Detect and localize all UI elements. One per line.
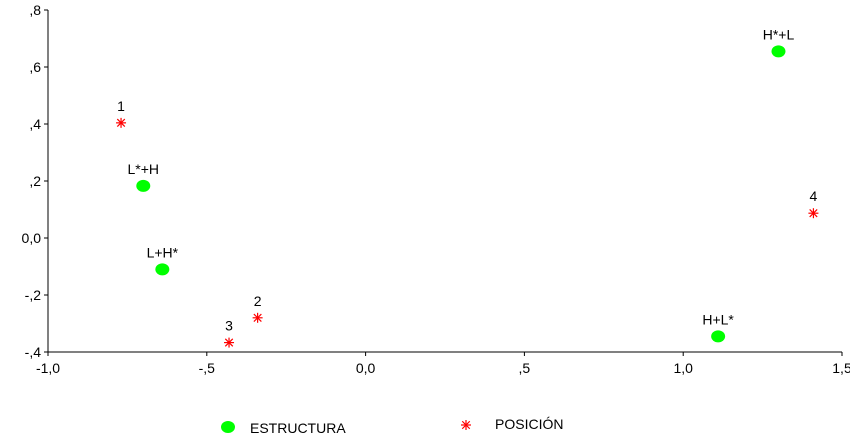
posicion-point <box>116 117 127 128</box>
y-tick-label: ,6 <box>29 59 41 75</box>
data-points: H*+L L*+H L+H* H+L* 1 2 3 4 <box>116 26 819 348</box>
x-tick-label: -,5 <box>199 360 216 376</box>
estructura-point <box>136 179 151 192</box>
y-tick-label: ,2 <box>29 173 41 189</box>
plot-area <box>47 10 842 353</box>
posicion-point <box>808 208 819 219</box>
point-label: 3 <box>225 318 233 334</box>
posicion-point <box>252 312 263 323</box>
x-tick-label: 1,5 <box>832 360 850 376</box>
point-label: 1 <box>117 98 125 114</box>
point-label: L*+H <box>128 161 160 177</box>
y-ticks: ,8 ,6 ,4 ,2 0,0 -,2 -,4 <box>22 2 48 360</box>
y-tick-label: 0,0 <box>22 230 42 246</box>
legend: ESTRUCTURA POSICIÓN <box>221 416 563 436</box>
x-tick-label: -1,0 <box>36 360 60 376</box>
x-tick-label: 0,0 <box>356 360 376 376</box>
estructura-point <box>155 263 170 276</box>
x-tick-label: 1,0 <box>673 360 693 376</box>
y-tick-label: ,4 <box>29 116 41 132</box>
y-tick-label: -,4 <box>25 344 42 360</box>
legend-label: POSICIÓN <box>495 416 563 432</box>
point-label: 4 <box>810 188 818 204</box>
estructura-point <box>771 45 786 58</box>
y-tick-label: -,2 <box>25 287 42 303</box>
point-label: H*+L <box>763 26 795 42</box>
point-label: H+L* <box>702 311 734 327</box>
x-tick-label: ,5 <box>519 360 531 376</box>
legend-posicion-marker <box>461 420 471 430</box>
estructura-point <box>711 330 726 343</box>
legend-label: ESTRUCTURA <box>250 420 346 436</box>
posicion-point <box>224 337 235 348</box>
legend-estructura-marker <box>221 421 235 433</box>
point-label: L+H* <box>147 244 179 260</box>
point-label: 2 <box>254 293 262 309</box>
x-ticks: -1,0 -,5 0,0 ,5 1,0 1,5 <box>36 352 850 376</box>
y-tick-label: ,8 <box>29 2 41 18</box>
